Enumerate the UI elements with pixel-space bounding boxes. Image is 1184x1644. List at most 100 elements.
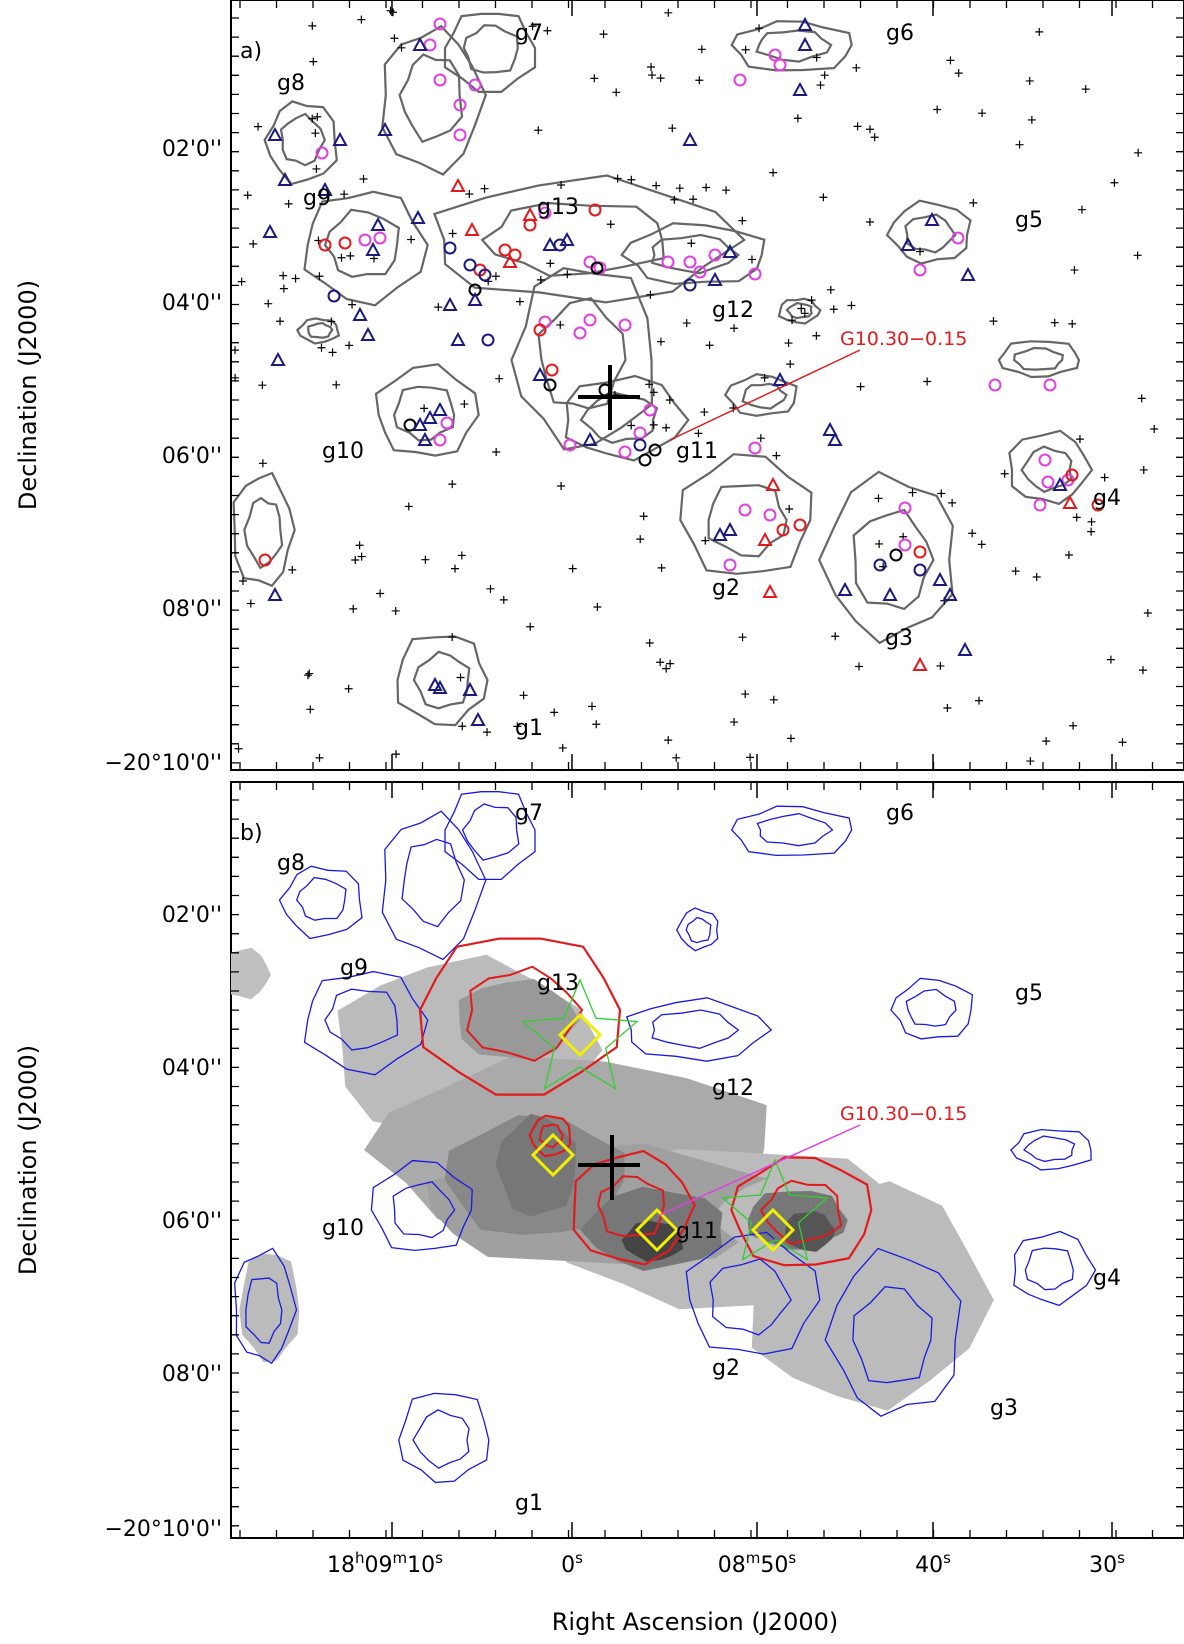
contour-outer [817, 470, 954, 645]
source-label: G10.30−0.15 [840, 328, 967, 350]
y-tick-label: 08'0'' [162, 597, 222, 622]
circle-marker [443, 241, 457, 255]
blue-contour-inner [709, 1258, 792, 1336]
circle-marker [453, 98, 467, 112]
plus-marker [1042, 737, 1051, 746]
circle-marker [913, 545, 927, 559]
plus-marker [695, 76, 704, 85]
y-tick-label: 02'0'' [162, 137, 222, 162]
region-label-g6: g6 [886, 801, 914, 826]
y-tick-labels: 02'0'' 02'0'' 04'0'' 04'0'' 06'0'' 06'0'' 08'0… [104, 137, 222, 1542]
circle-marker [763, 508, 777, 522]
plus-marker [1000, 469, 1009, 478]
plus-marker [563, 270, 572, 279]
triangle-marker [932, 571, 948, 586]
plus-marker [784, 339, 793, 348]
triangle-marker [722, 521, 738, 536]
circle-marker [543, 378, 557, 392]
triangle-marker [827, 431, 843, 446]
circle-marker [423, 38, 437, 52]
plus-marker [291, 274, 300, 283]
plus-marker [392, 750, 401, 759]
circle-marker [545, 363, 559, 377]
plus-marker [1069, 721, 1078, 730]
plus-marker [345, 341, 354, 350]
plus-marker [258, 381, 267, 390]
yellow-diamond [634, 1207, 680, 1253]
triangle-marker [765, 476, 781, 491]
plus-marker [457, 551, 466, 560]
plus-marker [451, 564, 460, 573]
plus-marker [1015, 140, 1024, 149]
plus-marker [344, 684, 353, 693]
plus-marker [856, 382, 865, 391]
plus-marker [359, 175, 368, 184]
triangle-marker [882, 586, 898, 601]
plus-marker [407, 235, 416, 244]
plus-marker [550, 708, 559, 717]
y-axis-title-b: Declination (J2000) [14, 1045, 42, 1275]
circle-marker [873, 558, 887, 572]
plus-marker [788, 316, 797, 325]
panel-b-region-labels: g1 g2 g3 g4 g5 g6 g7 g8 g9 g10 g11 g12 g13 [277, 801, 1121, 1516]
region-label-g9: g9 [303, 186, 331, 211]
contour-outer [997, 340, 1081, 379]
circle-marker [913, 263, 927, 277]
blue-contour-outer [890, 977, 974, 1040]
plus-marker [1150, 424, 1159, 433]
plus-marker [254, 122, 263, 131]
blue-contour-inner [756, 813, 834, 847]
plus-marker [351, 556, 360, 565]
region-label-g8: g8 [277, 71, 305, 96]
triangle-marker [822, 421, 838, 436]
plus-marker [1110, 178, 1119, 187]
plus-marker [546, 259, 555, 268]
source-pointer-line [669, 349, 861, 441]
triangle-marker [462, 681, 478, 696]
triangle-marker [360, 326, 376, 341]
plus-marker [672, 753, 681, 762]
plus-marker [1070, 266, 1079, 275]
plus-marker [969, 198, 978, 207]
red-contour-outer [528, 1114, 572, 1158]
plus-marker [701, 536, 710, 545]
region-label-g13: g13 [537, 971, 579, 996]
triangle-marker [352, 306, 368, 321]
contour-outer [564, 374, 690, 462]
plus-marker [1032, 573, 1041, 582]
circle-marker [898, 501, 912, 515]
plus-marker [923, 377, 932, 386]
plus-marker [738, 633, 747, 642]
region-label-g12: g12 [712, 1076, 754, 1101]
triangle-marker [450, 331, 466, 346]
contour-outer [303, 190, 429, 307]
plus-marker [812, 53, 821, 62]
plus-marker [694, 429, 703, 438]
red-contour-outer [418, 937, 622, 1096]
circle-marker [538, 206, 552, 220]
triangle-marker [722, 243, 738, 258]
plus-marker [460, 400, 469, 409]
region-label-g11: g11 [676, 439, 718, 464]
circle-marker [563, 438, 577, 452]
plus-marker [492, 447, 501, 456]
plus-marker [313, 112, 322, 121]
blue-contour-outer [685, 1231, 821, 1355]
contour-inner [323, 208, 400, 278]
circle-marker [748, 441, 762, 455]
plus-marker [340, 190, 349, 199]
circle-marker [258, 553, 272, 567]
plus-marker [656, 658, 665, 667]
plus-marker [246, 599, 255, 608]
circle-marker [913, 563, 927, 577]
plus-marker [722, 186, 731, 195]
plus-marker [434, 303, 443, 312]
triangle-marker [582, 431, 598, 446]
plus-marker [702, 183, 711, 192]
plus-marker [391, 606, 400, 615]
panel-b-green-stars [521, 978, 829, 1261]
plus-marker [1050, 318, 1059, 327]
panel-b-label: b) [240, 821, 263, 846]
region-label-g4: g4 [1093, 486, 1121, 511]
plus-marker [388, 8, 397, 17]
